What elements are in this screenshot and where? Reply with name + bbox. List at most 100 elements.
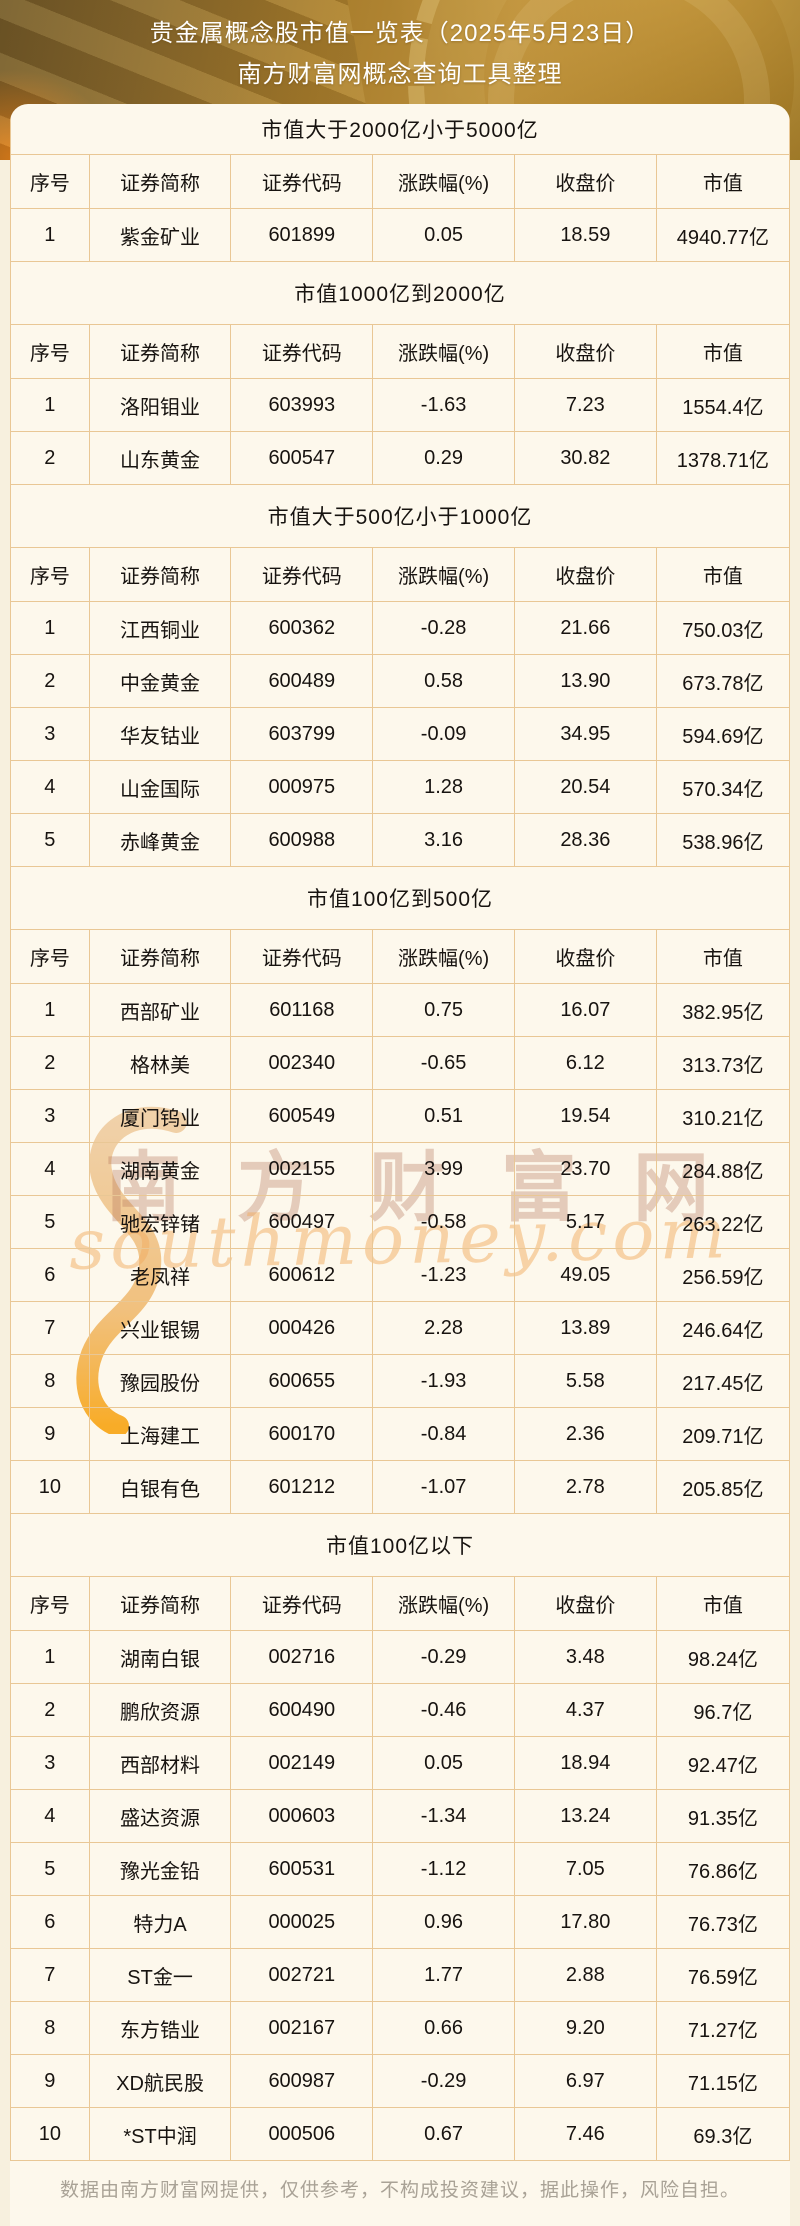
table-cell: 1554.4亿	[655, 378, 790, 432]
table-cell: -1.93	[372, 1354, 515, 1408]
table-row: 3 厦门钨业 600549 0.51 19.54 310.21亿	[10, 1089, 790, 1143]
table-cell: 0.66	[372, 2001, 515, 2055]
table-row: 2 鹏欣资源 600490 -0.46 4.37 96.7亿	[10, 1683, 790, 1737]
table-cell: 4.37	[513, 1683, 657, 1737]
table-cell: -1.07	[372, 1460, 515, 1514]
table-cell: 0.29	[372, 431, 515, 485]
table-cell: 1	[10, 1630, 90, 1684]
table-cell: 格林美	[88, 1036, 232, 1090]
table-cell: -0.28	[372, 601, 515, 655]
column-header: 序号	[10, 324, 90, 379]
table-cell: -0.84	[372, 1407, 515, 1461]
table-cell: 209.71亿	[655, 1407, 790, 1461]
table-cell: 002149	[230, 1736, 374, 1790]
table-cell: -1.63	[372, 378, 515, 432]
table-cell: 3	[10, 707, 90, 761]
column-header: 市值	[655, 154, 790, 209]
table-cell: 9	[10, 2054, 90, 2108]
table-cell: 2	[10, 1036, 90, 1090]
table-cell: 3.48	[513, 1630, 657, 1684]
table-cell: 000025	[230, 1895, 374, 1949]
table-row: 7 兴业银锡 000426 2.28 13.89 246.64亿	[10, 1301, 790, 1355]
table-cell: 1.28	[372, 760, 515, 814]
table-cell: 600497	[230, 1195, 374, 1249]
table-cell: 7	[10, 1301, 90, 1355]
table-cell: 17.80	[513, 1895, 657, 1949]
table-cell: 600362	[230, 601, 374, 655]
market-cap-table-body: 市值大于2000亿小于5000亿 序号 证券简称 证券代码 涨跌幅(%) 收盘价 市值 1 紫金…	[10, 104, 790, 2161]
table-cell: 92.47亿	[655, 1736, 790, 1790]
table-cell: -1.23	[372, 1248, 515, 1302]
table-row: 2 山东黄金 600547 0.29 30.82 1378.71亿	[10, 431, 790, 485]
table-cell: 兴业银锡	[88, 1301, 232, 1355]
table-cell: -0.58	[372, 1195, 515, 1249]
section-title-row: 市值大于500亿小于1000亿	[10, 484, 790, 548]
column-header: 序号	[10, 154, 90, 209]
table-cell: 246.64亿	[655, 1301, 790, 1355]
column-header-row: 序号 证券简称 证券代码 涨跌幅(%) 收盘价 市值	[10, 1576, 790, 1631]
section-title-row: 市值100亿以下	[10, 1513, 790, 1577]
table-cell: 600612	[230, 1248, 374, 1302]
table-cell: 盛达资源	[88, 1789, 232, 1843]
column-header: 证券简称	[88, 1576, 232, 1631]
table-cell: 8	[10, 2001, 90, 2055]
table-cell: 0.05	[372, 208, 515, 262]
table-cell: 18.59	[513, 208, 657, 262]
table-row: 4 湖南黄金 002155 3.99 23.70 284.88亿	[10, 1142, 790, 1196]
column-header: 收盘价	[513, 154, 657, 209]
table-cell: 山东黄金	[88, 431, 232, 485]
table-cell: 豫光金铅	[88, 1842, 232, 1896]
table-row: 2 格林美 002340 -0.65 6.12 313.73亿	[10, 1036, 790, 1090]
table-cell: 263.22亿	[655, 1195, 790, 1249]
column-header: 市值	[655, 324, 790, 379]
footer-disclaimer: 数据由南方财富网提供，仅供参考，不构成投资建议，据此操作，风险自担。	[59, 2180, 740, 2201]
table-cell: 2.78	[513, 1460, 657, 1514]
table-cell: 白银有色	[88, 1460, 232, 1514]
table-cell: 上海建工	[88, 1407, 232, 1461]
column-header-row: 序号 证券简称 证券代码 涨跌幅(%) 收盘价 市值	[10, 547, 790, 602]
table-row: 3 华友钴业 603799 -0.09 34.95 594.69亿	[10, 707, 790, 761]
table-cell: 310.21亿	[655, 1089, 790, 1143]
table-cell: 2	[10, 431, 90, 485]
table-cell: -1.34	[372, 1789, 515, 1843]
table-cell: 0.75	[372, 983, 515, 1037]
column-header: 序号	[10, 547, 90, 602]
banner-titles: 贵金属概念股市值一览表（2025年5月23日） 南方财富网概念查询工具整理	[0, 13, 800, 95]
table-row: 5 豫光金铅 600531 -1.12 7.05 76.86亿	[10, 1842, 790, 1896]
table-cell: -0.09	[372, 707, 515, 761]
table-cell: 49.05	[513, 1248, 657, 1302]
table-cell: 13.89	[513, 1301, 657, 1355]
table-cell: 7.05	[513, 1842, 657, 1896]
section-title: 市值100亿到500亿	[10, 866, 790, 930]
table-cell: 1378.71亿	[655, 431, 790, 485]
table-cell: 8	[10, 1354, 90, 1408]
table-row: 5 驰宏锌锗 600497 -0.58 5.17 263.22亿	[10, 1195, 790, 1249]
table-cell: 5.17	[513, 1195, 657, 1249]
table-cell: -1.12	[372, 1842, 515, 1896]
table-cell: 601212	[230, 1460, 374, 1514]
table-cell: 赤峰黄金	[88, 813, 232, 867]
table-row: 9 上海建工 600170 -0.84 2.36 209.71亿	[10, 1407, 790, 1461]
table-cell: 7.23	[513, 378, 657, 432]
table-cell: 豫园股份	[88, 1354, 232, 1408]
table-cell: 750.03亿	[655, 601, 790, 655]
table-cell: 000426	[230, 1301, 374, 1355]
column-header: 市值	[655, 929, 790, 984]
table-cell: 3.16	[372, 813, 515, 867]
table-row: 8 豫园股份 600655 -1.93 5.58 217.45亿	[10, 1354, 790, 1408]
column-header: 证券代码	[230, 1576, 374, 1631]
table-cell: 特力A	[88, 1895, 232, 1949]
table-cell: 4940.77亿	[655, 208, 790, 262]
table-cell: 1	[10, 208, 90, 262]
content-panel: 南方财富网 southmoney.com 市值大于2000亿小于5000亿 序号证…	[10, 104, 790, 2226]
table-cell: 76.73亿	[655, 1895, 790, 1949]
table-cell: 600489	[230, 654, 374, 708]
table-cell: 600490	[230, 1683, 374, 1737]
column-header: 收盘价	[513, 1576, 657, 1631]
table-cell: 3	[10, 1736, 90, 1790]
table-cell: 19.54	[513, 1089, 657, 1143]
table-row: 1 湖南白银 002716 -0.29 3.48 98.24亿	[10, 1630, 790, 1684]
table-cell: 91.35亿	[655, 1789, 790, 1843]
table-cell: 老凤祥	[88, 1248, 232, 1302]
table-cell: 3.99	[372, 1142, 515, 1196]
